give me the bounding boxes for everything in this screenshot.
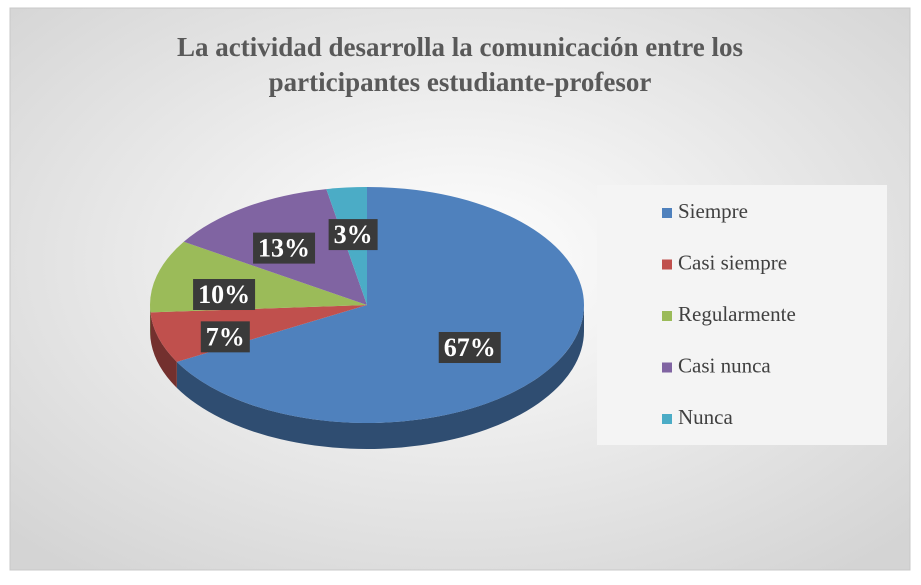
legend-marker — [662, 363, 672, 373]
legend-label: Nunca — [678, 405, 733, 429]
data-label: 67% — [439, 332, 501, 363]
legend-marker — [662, 260, 672, 270]
data-label-text: 67% — [444, 333, 496, 362]
data-label: 10% — [193, 279, 255, 310]
data-label-text: 3% — [334, 220, 373, 249]
legend-label: Siempre — [678, 199, 748, 223]
legend-label: Regularmente — [678, 302, 796, 326]
data-label: 7% — [201, 321, 250, 352]
data-label: 13% — [253, 233, 315, 264]
data-label-text: 10% — [198, 280, 250, 309]
legend-marker — [662, 311, 672, 321]
legend-label: Casi nunca — [678, 353, 771, 377]
legend-marker — [662, 208, 672, 218]
legend-marker — [662, 414, 672, 424]
data-label: 3% — [329, 219, 378, 250]
data-label-text: 13% — [258, 234, 310, 263]
legend-label: Casi siempre — [678, 250, 787, 274]
chart-title: La actividad desarrolla la comunicación … — [130, 30, 790, 100]
data-label-text: 7% — [206, 322, 245, 351]
